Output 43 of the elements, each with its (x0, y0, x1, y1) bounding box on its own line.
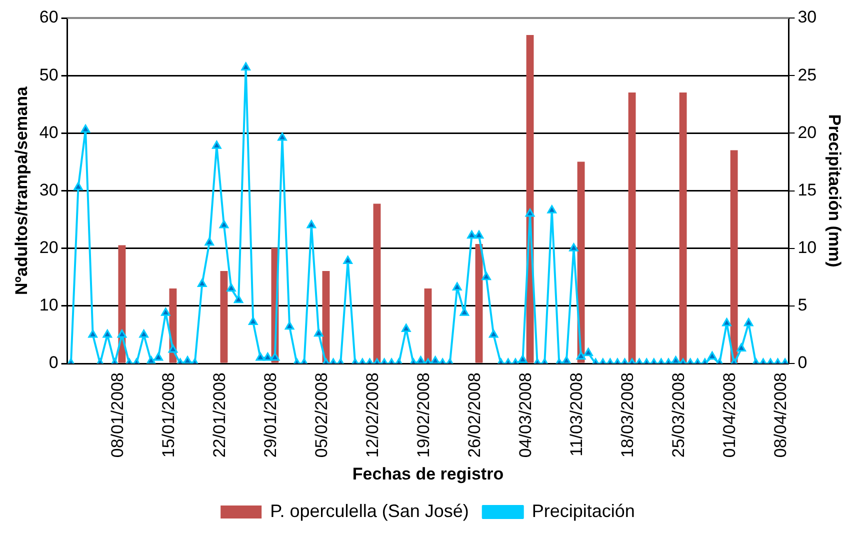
x-tick-label: 19/02/2008 (414, 372, 434, 458)
y-tick-label: 30 (39, 180, 58, 200)
x-tick-label: 01/04/2008 (720, 372, 740, 458)
y-axis-title: Nºadultos/trampa/semana (12, 86, 31, 295)
y2-tick-label: 30 (798, 8, 817, 27)
x-tick-label: 18/03/2008 (618, 372, 638, 458)
y-tick-label: 40 (39, 122, 58, 142)
bar (679, 92, 687, 363)
x-tick-label: 12/02/2008 (363, 372, 382, 458)
y2-tick-label: 0 (798, 353, 808, 372)
y2-tick-label: 25 (798, 65, 817, 84)
y-tick-label: 60 (39, 8, 58, 27)
bar (373, 204, 381, 363)
bar (118, 245, 126, 363)
x-tick-label: 25/03/2008 (669, 372, 688, 458)
bar (730, 150, 738, 363)
x-tick-label: 26/02/2008 (465, 372, 484, 458)
x-tick-label: 08/04/2008 (771, 372, 790, 458)
x-tick-label: 29/01/2008 (261, 372, 280, 458)
x-axis-title: Fechas de registro (352, 464, 504, 484)
y-tick-label: 0 (48, 353, 58, 372)
y2-tick-label: 15 (798, 180, 817, 200)
x-tick-label: 05/02/2008 (312, 372, 332, 458)
x-tick-label: 08/01/2008 (108, 372, 128, 458)
bar (424, 288, 432, 363)
legend-label: P. operculella (San José) (270, 500, 469, 521)
x-tick-label: 11/03/2008 (567, 372, 586, 456)
bar (577, 162, 585, 363)
x-tick-label: 22/01/2008 (210, 372, 230, 458)
y-tick-label: 10 (39, 296, 58, 315)
x-tick-label: 04/03/2008 (516, 372, 536, 458)
bar (220, 271, 228, 363)
bar (628, 92, 636, 363)
y2-tick-label: 20 (798, 122, 817, 142)
x-tick-label: 15/01/2008 (159, 372, 178, 458)
bar (475, 244, 483, 363)
legend-label: Precipitación (532, 500, 635, 521)
y-tick-label: 20 (39, 238, 58, 258)
y2-tick-label: 10 (798, 238, 817, 258)
y2-tick-label: 5 (798, 296, 808, 315)
y2-axis-title: Precipitación (mm) (825, 114, 844, 268)
bar (322, 271, 330, 363)
y-tick-label: 50 (39, 65, 58, 84)
